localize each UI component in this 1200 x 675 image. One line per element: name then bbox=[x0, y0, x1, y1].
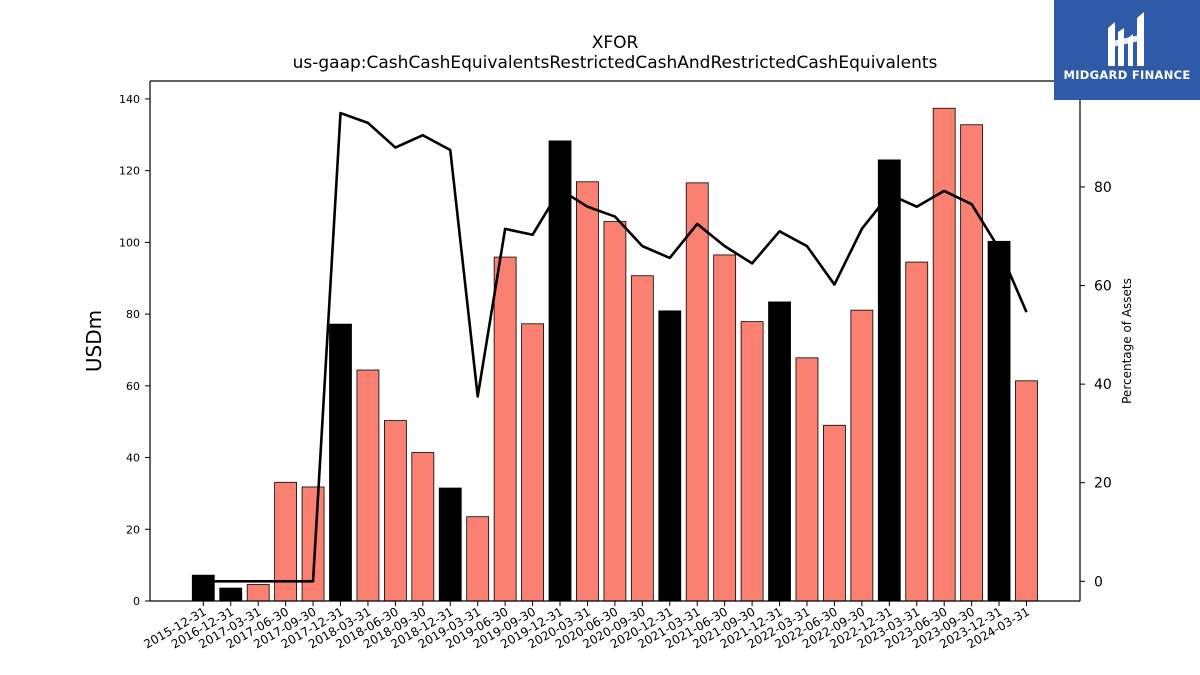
y-axis-label: USDm bbox=[82, 310, 106, 372]
logo-text: MIDGARD FINANCE bbox=[1063, 68, 1191, 82]
y-tick-label: 100 bbox=[119, 236, 140, 249]
midgard-logo-icon bbox=[1108, 12, 1144, 66]
bar-2019-03-31 bbox=[466, 516, 490, 602]
bar-2023-12-31 bbox=[987, 240, 1011, 602]
bar-2018-12-31 bbox=[438, 487, 462, 602]
axes bbox=[145, 80, 1085, 606]
bar-2023-03-31 bbox=[905, 261, 929, 602]
bar-2017-03-31 bbox=[246, 584, 270, 602]
bar-2021-06-30 bbox=[713, 254, 737, 602]
y-tick-label: 80 bbox=[126, 308, 140, 321]
bar-2023-09-30 bbox=[960, 124, 984, 602]
bar-2022-03-31 bbox=[795, 357, 819, 602]
bar-2017-06-30 bbox=[274, 481, 298, 602]
bar-2021-12-31 bbox=[768, 301, 791, 602]
y-tick-label: 120 bbox=[119, 165, 140, 178]
bar-2017-12-31 bbox=[329, 323, 352, 602]
bar-2022-09-30 bbox=[850, 309, 874, 602]
y-tick-label: 20 bbox=[126, 523, 140, 536]
bar-2021-09-30 bbox=[740, 321, 764, 602]
bar-2020-09-30 bbox=[630, 275, 654, 602]
x-tick-labels: 2015-12-312016-12-312017-03-312017-06-30… bbox=[141, 604, 1032, 651]
bar-2022-06-30 bbox=[823, 424, 846, 602]
percentage-line-series bbox=[203, 111, 1028, 583]
bar-2021-03-31 bbox=[685, 182, 709, 602]
percentage-line bbox=[203, 111, 1028, 583]
bar-2020-06-30 bbox=[603, 221, 627, 602]
bar-2019-06-30 bbox=[493, 256, 517, 602]
y-tick-label: 40 bbox=[126, 452, 140, 465]
bar-2018-06-30 bbox=[383, 420, 407, 602]
y-tick-label: 140 bbox=[119, 93, 140, 106]
midgard-finance-logo: MIDGARD FINANCE bbox=[1054, 0, 1200, 100]
bar-2019-12-31 bbox=[548, 140, 572, 602]
bar-2020-12-31 bbox=[658, 310, 682, 602]
y2-tick-label: 40 bbox=[1094, 377, 1112, 393]
bar-2016-12-31 bbox=[219, 587, 243, 602]
y2-tick-label: 20 bbox=[1094, 476, 1112, 492]
bar-2022-12-31 bbox=[877, 159, 901, 602]
bar-2018-09-30 bbox=[411, 452, 435, 602]
chart-subtitle: us-gaap:CashCashEquivalentsRestrictedCas… bbox=[293, 53, 938, 73]
bar-2024-03-31 bbox=[1015, 380, 1038, 602]
y2-tick-labels: 0 20 40 60 80 bbox=[1094, 180, 1112, 590]
bar-2019-09-30 bbox=[521, 323, 544, 602]
y2-axis-label: Percentage of Assets bbox=[1120, 278, 1134, 404]
y2-tick-label: 0 bbox=[1094, 574, 1103, 590]
bar-2015-12-31 bbox=[191, 574, 215, 602]
y-tick-label: 0 bbox=[133, 595, 140, 608]
bar-2017-09-30 bbox=[301, 486, 325, 602]
bar-2018-03-31 bbox=[356, 369, 380, 602]
y2-tick-label: 60 bbox=[1094, 279, 1112, 295]
y2-tick-label: 80 bbox=[1094, 180, 1112, 196]
bar-series bbox=[191, 107, 1038, 602]
bar-2023-06-30 bbox=[932, 107, 956, 602]
bar-2020-03-31 bbox=[576, 181, 599, 602]
y-tick-labels: 0 20 40 60 80 100 120 140 bbox=[119, 93, 140, 608]
y-tick-label: 60 bbox=[126, 380, 140, 393]
chart-title: XFOR bbox=[592, 33, 639, 53]
